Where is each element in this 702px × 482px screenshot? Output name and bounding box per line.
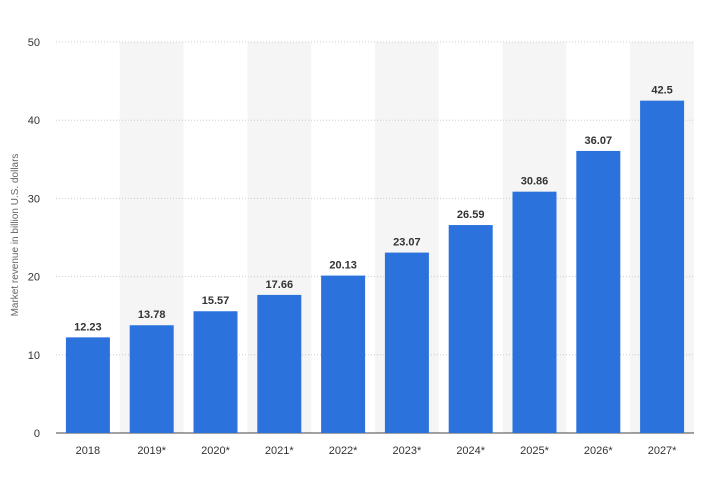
x-tick-label: 2022* — [329, 445, 358, 457]
bar[interactable] — [640, 100, 685, 434]
data-label: 30.86 — [521, 176, 549, 188]
data-label: 20.13 — [329, 260, 357, 272]
bar[interactable] — [448, 225, 493, 433]
x-tick-label: 2019* — [137, 445, 166, 457]
bar[interactable] — [193, 311, 238, 433]
x-tick-label: 2023* — [393, 445, 422, 457]
data-label: 13.78 — [138, 309, 166, 321]
data-label: 26.59 — [457, 209, 485, 221]
bar[interactable] — [384, 252, 429, 433]
bar[interactable] — [257, 294, 302, 433]
bar[interactable] — [576, 150, 621, 433]
x-tick-label: 2025* — [520, 445, 549, 457]
bars — [65, 100, 685, 434]
y-tick-label: 20 — [28, 272, 40, 284]
data-label: 23.07 — [393, 237, 421, 249]
x-tick-label: 2026* — [584, 445, 613, 457]
bar[interactable] — [65, 337, 110, 433]
x-tick-label: 2027* — [648, 445, 677, 457]
data-label: 17.66 — [266, 279, 294, 291]
bar[interactable] — [512, 191, 557, 433]
x-tick-label: 2018 — [76, 445, 100, 457]
y-tick-label: 50 — [28, 37, 40, 49]
x-tick-label: 2021* — [265, 445, 294, 457]
bar[interactable] — [321, 275, 366, 433]
x-axis-ticks: 2018 2019* 2020* 2021* 2022* 2023* 2024* 2025* 2… — [76, 445, 678, 457]
bar[interactable] — [129, 325, 174, 433]
data-label: 15.57 — [202, 295, 230, 307]
y-tick-label: 40 — [28, 115, 40, 127]
x-tick-label: 2024* — [456, 445, 485, 457]
y-tick-label: 30 — [28, 193, 40, 205]
data-label: 42.5 — [651, 85, 672, 97]
y-axis-ticks: 0 10 20 30 40 50 — [28, 37, 40, 440]
y-axis-title: Market revenue in billion U.S. dollars — [10, 154, 21, 317]
x-tick-label: 2020* — [201, 445, 230, 457]
data-label: 12.23 — [74, 321, 102, 333]
y-tick-label: 0 — [34, 428, 40, 440]
data-labels: 12.23 13.78 15.57 17.66 20.13 23.07 26.59 30.86… — [74, 85, 673, 334]
y-tick-label: 10 — [28, 350, 40, 362]
data-label: 36.07 — [585, 135, 613, 147]
